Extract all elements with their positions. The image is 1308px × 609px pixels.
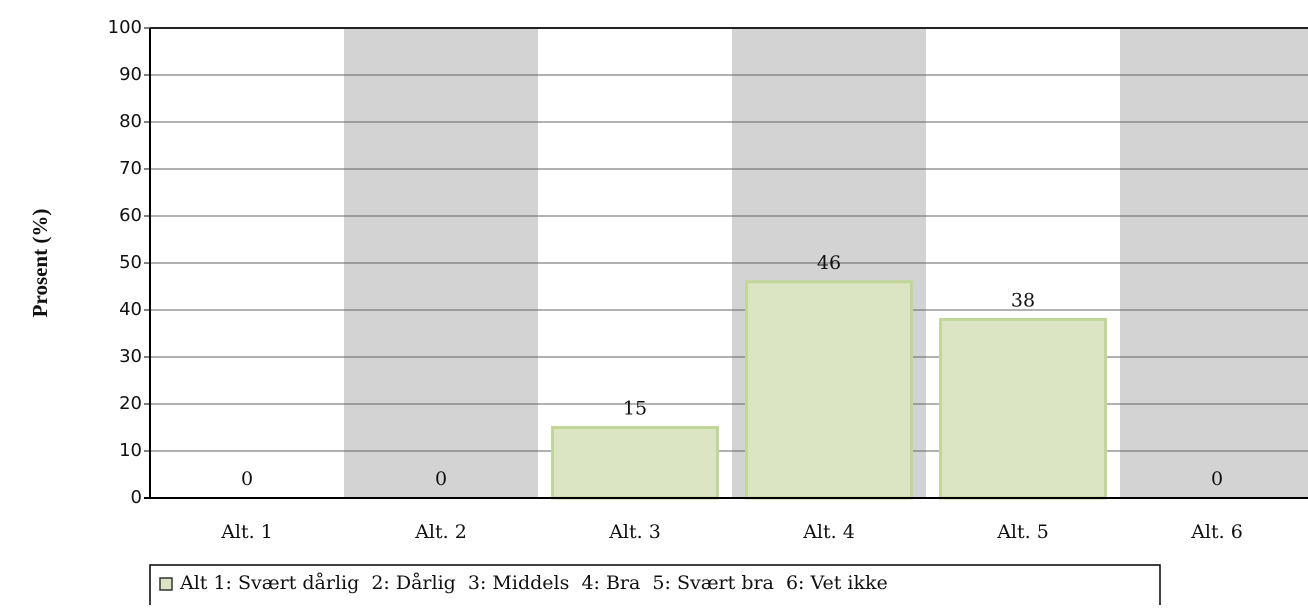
y-tick-label: 40 xyxy=(119,299,142,320)
y-tick-label: 60 xyxy=(119,205,142,226)
y-tick-label: 80 xyxy=(119,111,142,132)
y-tick-label: 70 xyxy=(119,158,142,179)
x-tick-label: Alt. 6 xyxy=(1190,521,1243,543)
x-tick-label: Alt. 2 xyxy=(414,521,467,543)
x-tick-label: Alt. 1 xyxy=(220,521,273,543)
data-label: 15 xyxy=(623,398,647,420)
y-tick-label: 0 xyxy=(131,487,142,508)
legend-swatch xyxy=(159,577,173,591)
y-tick-label: 90 xyxy=(119,64,142,85)
bar xyxy=(551,426,719,500)
x-tick-label: Alt. 3 xyxy=(608,521,661,543)
y-tick-label: 100 xyxy=(108,17,142,38)
y-tick-label: 50 xyxy=(119,252,142,273)
bar xyxy=(745,280,913,500)
x-tick-label: Alt. 5 xyxy=(996,521,1049,543)
data-label: 38 xyxy=(1011,289,1035,311)
bar xyxy=(939,317,1107,500)
y-tick-label: 30 xyxy=(119,346,142,367)
data-label: 0 xyxy=(435,468,447,490)
data-label: 0 xyxy=(241,468,253,490)
data-label: 0 xyxy=(1211,468,1223,490)
y-axis-label: Prosent (%) xyxy=(28,209,52,318)
y-tick-label: 20 xyxy=(119,393,142,414)
y-tick-label: 10 xyxy=(119,440,142,461)
x-tick-label: Alt. 4 xyxy=(802,521,855,543)
legend-label: Alt 1: Svært dårlig 2: Dårlig 3: Middels… xyxy=(179,572,888,594)
legend-box xyxy=(149,564,1161,608)
data-label: 46 xyxy=(817,252,841,274)
